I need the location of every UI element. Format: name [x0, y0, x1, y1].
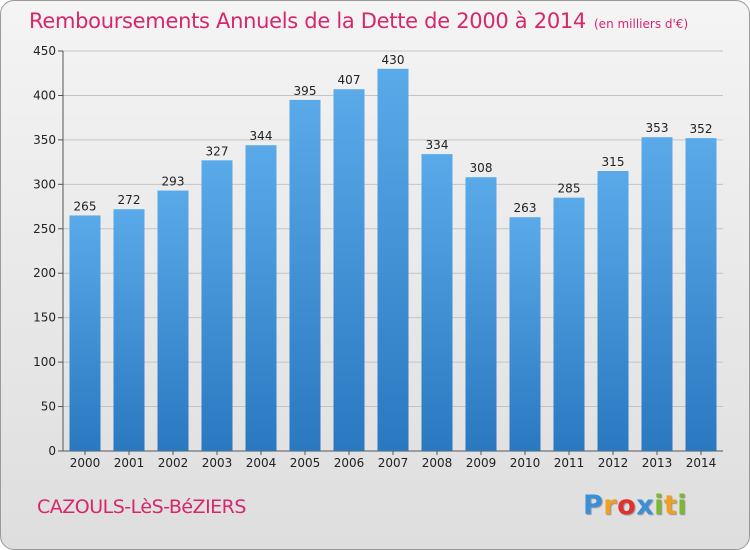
x-tick-label: 2012 [598, 456, 629, 470]
y-tick-label: 150 [33, 311, 56, 325]
x-tick-label: 2009 [466, 456, 497, 470]
y-tick-label: 450 [33, 44, 56, 58]
data-label: 327 [206, 144, 229, 158]
chart-title: Remboursements Annuels de la Dette de 20… [29, 9, 689, 33]
bar-2013 [641, 137, 673, 451]
x-tick-label: 2014 [686, 456, 717, 470]
data-label: 308 [470, 161, 493, 175]
logo-letter: x [636, 490, 655, 521]
data-label: 352 [690, 122, 713, 136]
bar-2006 [333, 89, 365, 451]
data-label: 272 [118, 193, 141, 207]
bar-2004 [245, 145, 277, 451]
data-label: 334 [426, 138, 449, 152]
data-label: 265 [74, 199, 97, 213]
logo-letter: P [583, 490, 604, 521]
bar-2008 [421, 154, 453, 451]
data-label: 430 [382, 53, 405, 67]
bar-2001 [113, 209, 145, 451]
bar-2010 [509, 217, 541, 451]
data-label: 315 [602, 155, 625, 169]
y-tick-label: 250 [33, 222, 56, 236]
logo-letter: i [654, 490, 664, 521]
bar-2011 [553, 197, 585, 451]
logo-letter: r [603, 490, 618, 521]
y-tick-label: 300 [33, 177, 56, 191]
chart-subtitle: (en milliers d'€) [594, 17, 689, 31]
x-tick-label: 2010 [510, 456, 541, 470]
logo-letter: t [663, 490, 678, 521]
bars [69, 68, 717, 452]
data-label: 407 [338, 73, 361, 87]
x-tick-label: 2002 [158, 456, 189, 470]
y-tick-label: 100 [33, 355, 56, 369]
x-tick-label: 2000 [70, 456, 101, 470]
bar-2005 [289, 99, 321, 451]
data-label: 285 [558, 182, 581, 196]
bar-2009 [465, 177, 497, 451]
bar-2003 [201, 160, 233, 452]
proxiti-logo[interactable]: Proxiti [583, 490, 687, 521]
data-label: 344 [250, 129, 273, 143]
bar-2014 [685, 138, 717, 451]
data-label: 353 [646, 121, 669, 135]
bar-2002 [157, 190, 189, 452]
bar-2007 [377, 68, 409, 452]
y-tick-label: 0 [48, 444, 56, 458]
labels: 265 272 293 327 344 395 407 430 334 308 263 285 315 3… [74, 53, 713, 215]
data-label: 293 [162, 175, 185, 189]
x-tick-label: 2013 [642, 456, 673, 470]
data-label: 395 [294, 84, 317, 98]
x-tick-label: 2007 [378, 456, 409, 470]
bar-2012 [597, 171, 629, 451]
x-tick-label: 2005 [290, 456, 321, 470]
logo-letter: o [617, 490, 637, 521]
y-tick-label: 350 [33, 133, 56, 147]
bar-2000 [69, 215, 101, 451]
y-tick-label: 200 [33, 266, 56, 280]
y-tick-label: 400 [33, 88, 56, 102]
x-tick-label: 2003 [202, 456, 233, 470]
x-tick-label: 2006 [334, 456, 365, 470]
commune-name: CAZOULS-LèS-BéZIERS [37, 496, 246, 518]
logo-letter: i [677, 490, 688, 521]
x-tick-label: 2011 [554, 456, 585, 470]
x-tick-label: 2008 [422, 456, 453, 470]
y-tick-label: 50 [41, 400, 56, 414]
data-label: 263 [514, 201, 537, 215]
x-tick-label: 2004 [246, 456, 277, 470]
x-tick-label: 2001 [114, 456, 145, 470]
